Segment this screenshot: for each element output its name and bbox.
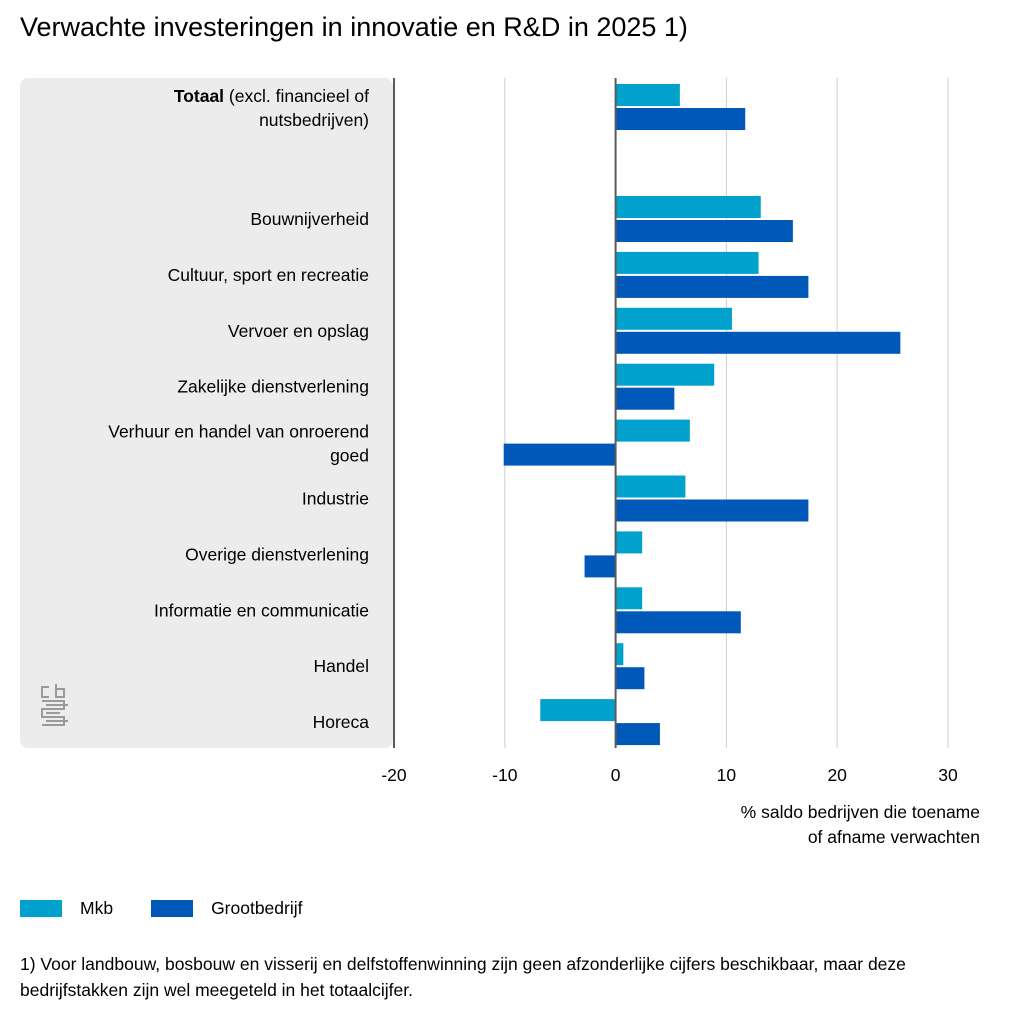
x-tick-label: -20 — [381, 765, 407, 785]
category-label: Verhuur en handel van onroerend — [108, 422, 369, 442]
bar-grootbedrijf — [615, 499, 809, 522]
bar-mkb — [615, 251, 759, 274]
x-tick-label: 0 — [611, 765, 621, 785]
legend-swatch-mkb — [20, 900, 62, 917]
bar-grootbedrijf — [503, 443, 616, 466]
bar-grootbedrijf — [615, 220, 793, 242]
footnote: 1) Voor landbouw, bosbouw en visserij en… — [20, 954, 906, 1000]
bar-mkb — [540, 699, 616, 722]
bar-grootbedrijf — [615, 108, 746, 130]
chart-title: Verwachte investeringen in innovatie en … — [20, 12, 688, 42]
legend-label-mkb: Mkb — [80, 898, 114, 918]
category-label: Industrie — [302, 489, 369, 509]
bar-mkb — [615, 196, 761, 218]
bar-mkb — [615, 643, 624, 666]
category-label-rest: (excl. financieel of — [229, 86, 369, 106]
bar-mkb — [615, 84, 680, 106]
bar-grootbedrijf — [615, 275, 809, 298]
category-label: Handel — [314, 656, 369, 676]
x-tick-label: -10 — [492, 765, 518, 785]
category-label: Zakelijke dienstverlening — [177, 377, 369, 397]
bar-mkb — [615, 307, 732, 330]
category-label: Horeca — [313, 712, 370, 732]
x-axis-label-line1: % saldo bedrijven die toename — [740, 802, 980, 822]
x-axis-label-line2: of afname verwachten — [807, 827, 980, 847]
legend-label-grootbedrijf: Grootbedrijf — [211, 898, 303, 918]
bar-mkb — [615, 531, 643, 554]
category-label-panel — [20, 78, 393, 748]
x-axis-label: % saldo bedrijven die toename of afname … — [560, 800, 980, 850]
bar-mkb — [615, 587, 643, 610]
category-label: Cultuur, sport en recreatie — [168, 265, 369, 285]
x-tick-label: 10 — [717, 765, 737, 785]
legend: Mkb Grootbedrijf — [20, 898, 341, 919]
category-label: Bouwnijverheid — [250, 209, 369, 229]
bar-grootbedrijf — [615, 723, 660, 746]
bar-mkb — [615, 363, 715, 386]
bar-mkb — [615, 419, 690, 442]
bar-grootbedrijf — [584, 555, 616, 578]
bar-mkb — [615, 475, 686, 498]
bar-grootbedrijf — [615, 667, 645, 690]
x-tick-label: 20 — [827, 765, 847, 785]
category-label: Totaal (excl. financieel of — [174, 86, 369, 106]
category-label-line2: goed — [330, 446, 369, 466]
bar-grootbedrijf — [615, 387, 675, 410]
category-label-bold: Totaal — [174, 86, 229, 106]
cbs-logo-icon — [41, 684, 68, 726]
legend-item-grootbedrijf: Grootbedrijf — [151, 898, 303, 919]
category-label-line2: nutsbedrijven) — [259, 110, 369, 130]
bar-chart: -20 -10 0 10 20 30 Totaal (excl. financieel of… — [108, 78, 958, 785]
x-tick-label: 30 — [938, 765, 958, 785]
bar-grootbedrijf — [615, 331, 901, 354]
category-label: Vervoer en opslag — [228, 321, 369, 341]
bar-grootbedrijf — [615, 611, 741, 634]
legend-swatch-grootbedrijf — [151, 900, 194, 917]
legend-item-mkb: Mkb — [20, 898, 113, 919]
category-label: Informatie en communicatie — [154, 600, 369, 620]
category-label: Overige dienstverlening — [185, 544, 369, 564]
